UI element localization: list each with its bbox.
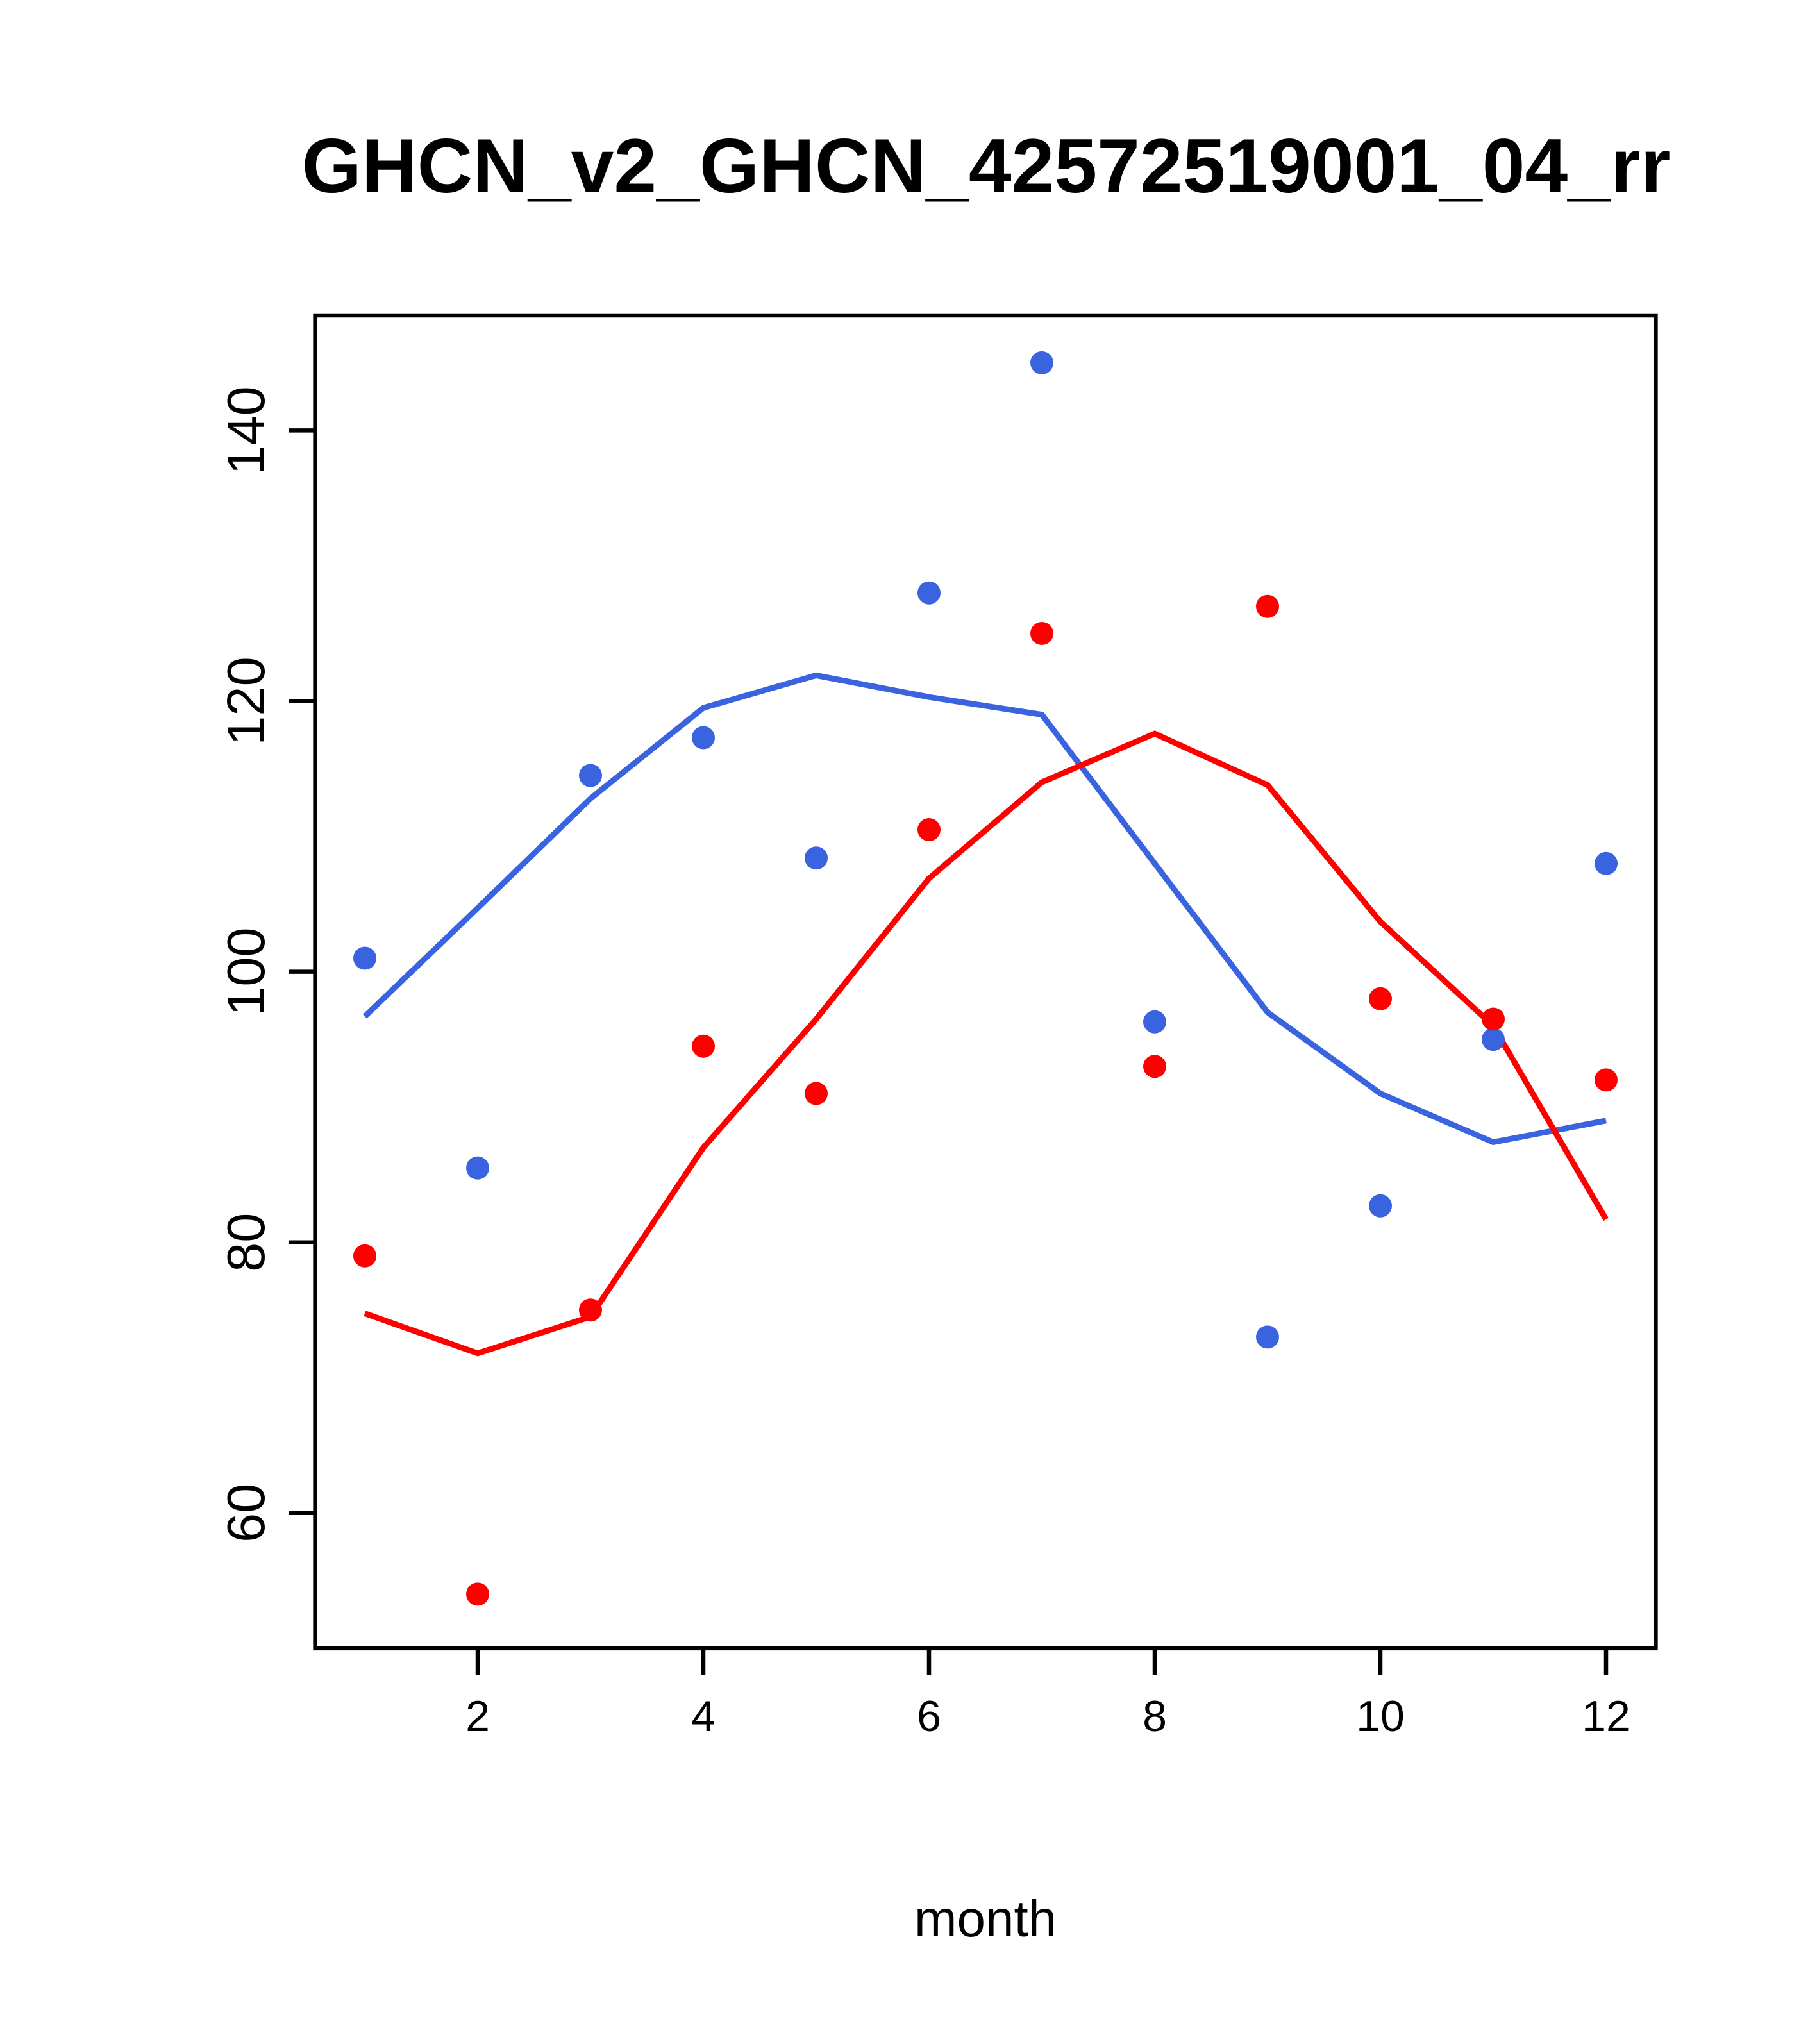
svg-text:8: 8: [1143, 1692, 1167, 1741]
svg-text:month: month: [914, 1890, 1057, 1947]
svg-text:2: 2: [465, 1692, 490, 1741]
svg-text:4: 4: [691, 1692, 716, 1741]
svg-text:12: 12: [1582, 1692, 1630, 1741]
svg-text:80: 80: [216, 1213, 276, 1272]
svg-text:GHCN_v2_GHCN_42572519001_04_rr: GHCN_v2_GHCN_42572519001_04_rr: [302, 123, 1671, 209]
svg-text:6: 6: [917, 1692, 941, 1741]
svg-text:60: 60: [216, 1484, 276, 1543]
svg-text:100: 100: [216, 927, 276, 1016]
svg-text:10: 10: [1356, 1692, 1405, 1741]
svg-text:120: 120: [216, 657, 276, 745]
svg-text:140: 140: [216, 386, 276, 474]
